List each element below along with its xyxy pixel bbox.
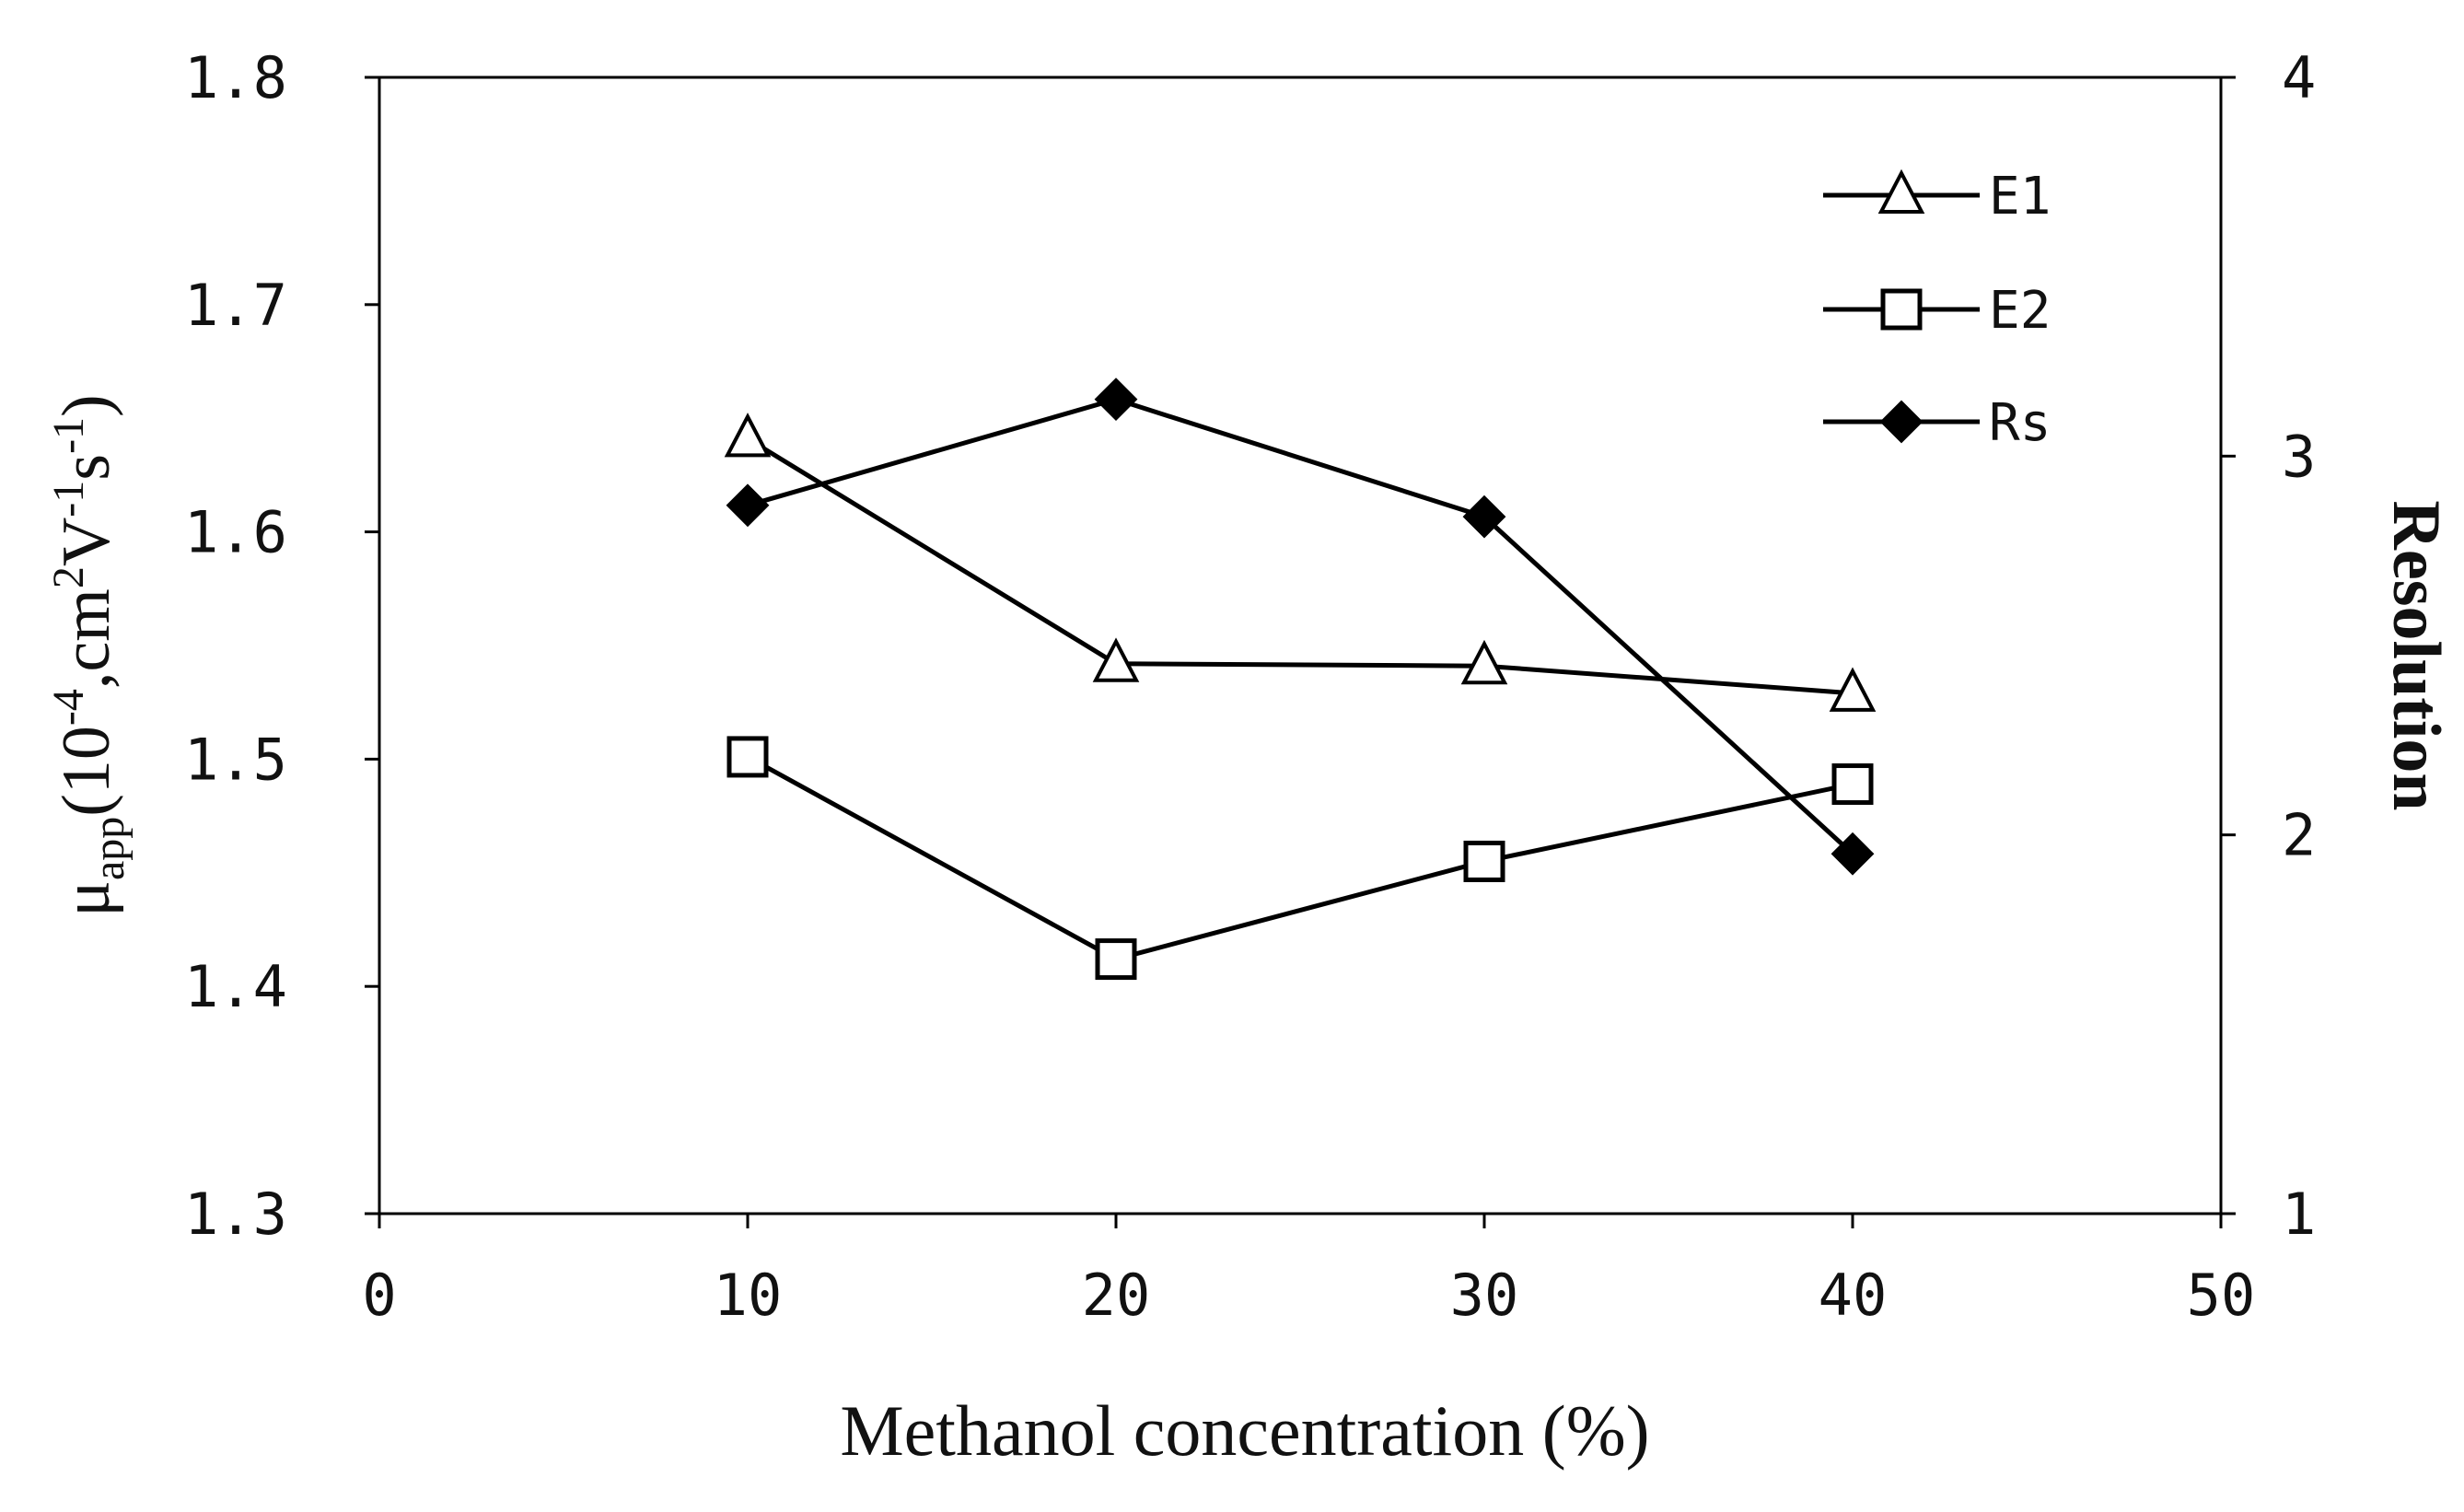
y-title-part5: ) bbox=[49, 394, 124, 417]
y-tick-label: 1.3 bbox=[184, 1181, 287, 1248]
ticks: 0 10 20 30 40 50 1.3 1.4 1.5 1.6 1.7 1.8 1 2 3 4 bbox=[184, 44, 2316, 1329]
marker-triangle bbox=[724, 413, 772, 458]
marker-square bbox=[1831, 763, 1874, 806]
y-tick-label: 1.4 bbox=[184, 953, 287, 1020]
marker-square bbox=[726, 736, 769, 778]
marker-triangle bbox=[1877, 169, 1925, 214]
series-line-e1 bbox=[746, 436, 1854, 696]
marker-triangle bbox=[1460, 639, 1508, 685]
y-tick-label: 1.6 bbox=[184, 499, 287, 566]
marker-diamond bbox=[1094, 378, 1138, 422]
series-e2 bbox=[726, 736, 1874, 981]
y2-tick-label: 2 bbox=[2282, 802, 2316, 869]
y-title-mu: μ bbox=[49, 880, 124, 917]
y-title-sub: app bbox=[85, 817, 134, 880]
y2-tick-label: 3 bbox=[2282, 423, 2316, 490]
legend-label: E1 bbox=[1989, 167, 2051, 227]
x-tick-label: 50 bbox=[2187, 1262, 2256, 1329]
y-axis-title: μapp(10-4,cm2V-1s-1) bbox=[44, 394, 134, 916]
marker-diamond bbox=[726, 483, 770, 528]
y-title-part4: s bbox=[49, 454, 124, 481]
x-tick-label: 30 bbox=[1450, 1262, 1519, 1329]
legend-item-e2: E2 bbox=[1823, 281, 2051, 341]
marker-square bbox=[1095, 938, 1137, 981]
x-tick-label: 0 bbox=[362, 1262, 396, 1329]
marker-triangle bbox=[1829, 667, 1877, 712]
legend: E1 E2 Rs bbox=[1823, 167, 2051, 453]
marker-triangle bbox=[1092, 637, 1140, 682]
x-tick-label: 40 bbox=[1819, 1262, 1888, 1329]
series-layer bbox=[724, 378, 1877, 981]
legend-item-rs: Rs bbox=[1823, 393, 2051, 453]
series-line-e2 bbox=[746, 754, 1854, 962]
x-tick-label: 20 bbox=[1082, 1262, 1151, 1329]
y2-tick-label: 1 bbox=[2282, 1181, 2316, 1248]
y-tick-label: 1.8 bbox=[184, 44, 287, 111]
marker-diamond bbox=[1831, 832, 1875, 876]
legend-item-e1: E1 bbox=[1823, 167, 2051, 227]
marker-square bbox=[1463, 840, 1505, 882]
y-title-part1: (10 bbox=[49, 726, 124, 817]
y-tick-label: 1.5 bbox=[184, 726, 287, 793]
legend-label: Rs bbox=[1989, 393, 2051, 453]
y-title-sup2: 2 bbox=[44, 566, 93, 588]
y2-axis-title: Resolution bbox=[2378, 500, 2454, 810]
marker-diamond bbox=[1879, 400, 1924, 444]
series-line-rs bbox=[747, 397, 1854, 856]
marker-diamond bbox=[1462, 494, 1506, 539]
marker-square bbox=[1880, 288, 1923, 331]
x-tick-label: 10 bbox=[714, 1262, 783, 1329]
y-title-part2: ,cm bbox=[49, 588, 124, 689]
plot-frame bbox=[378, 76, 2223, 1215]
y-title-part3: V bbox=[49, 518, 124, 566]
y-title-sup3: -1 bbox=[44, 481, 93, 518]
y-title-sup1: -4 bbox=[44, 689, 93, 726]
y-title-sup4: -1 bbox=[44, 417, 93, 454]
legend-label: E2 bbox=[1989, 281, 2051, 341]
y-tick-label: 1.7 bbox=[184, 272, 287, 339]
series-rs bbox=[726, 378, 1875, 876]
x-axis-title: Methanol concentration (%) bbox=[840, 1390, 1649, 1471]
y2-tick-label: 4 bbox=[2282, 44, 2316, 111]
series-e1 bbox=[724, 413, 1877, 712]
